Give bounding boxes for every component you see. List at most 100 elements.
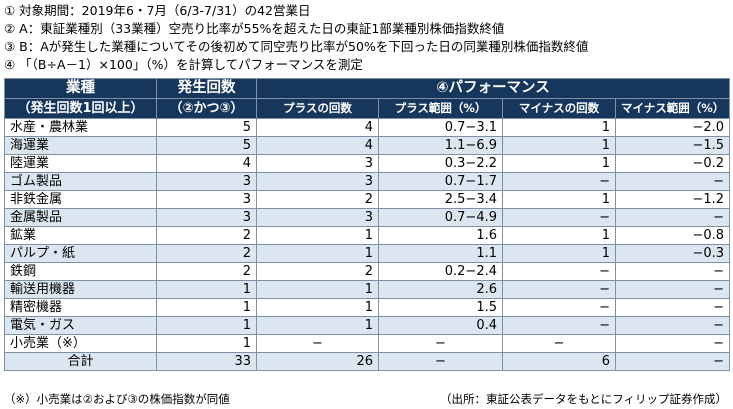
table-row: 輸送用機器 1 1 2.6 − − [4,280,730,299]
minus-range-cell: −1.2 [615,190,730,209]
plus-count-cell: 1 [256,280,379,299]
plus-range-cell: 1.6 [378,226,503,245]
header-industry-sub: （発生回数1回以上） [4,98,157,119]
notes-block: ① 対象期間：2019年6・7月（6/3-7/31）の42営業日 ② A：東証業… [4,2,729,74]
plus-range-cell: 0.3−2.2 [378,154,503,173]
plus-range-cell: 1.5 [378,298,503,317]
plus-range-cell: 1.1−6.9 [378,136,503,155]
industry-cell: 鉄鋼 [4,262,157,281]
count-cell: 5 [156,136,257,155]
industry-cell: 水産・農林業 [4,118,157,137]
plus-count-cell: 2 [256,190,379,209]
note-1: ① 対象期間：2019年6・7月（6/3-7/31）の42営業日 [4,3,311,18]
count-cell: 2 [156,226,257,245]
industry-cell: 輸送用機器 [4,280,157,299]
count-cell: 1 [156,334,257,353]
minus-range-cell: − [615,262,730,281]
minus-count-cell: 1 [502,136,616,155]
industry-cell: 電気・ガス [4,316,157,335]
industry-cell: パルプ・紙 [4,244,157,263]
minus-count-cell: − [502,262,616,281]
minus-range-cell: − [615,316,730,335]
table-row: 小売業（※） 1 − − − − [4,334,730,353]
total-minus-count-cell: 6 [502,352,616,371]
plus-range-cell: 0.7−3.1 [378,118,503,137]
performance-table: 業種 発生回数 ④パフォーマンス （発生回数1回以上） （②かつ③） プラスの回… [4,78,730,371]
industry-cell: 金属製品 [4,208,157,227]
count-cell: 1 [156,280,257,299]
plus-range-cell: 0.4 [378,316,503,335]
footnote: （※）小売業は②および③の株価指数が同値 [4,392,230,406]
minus-count-cell: − [502,298,616,317]
minus-count-cell: − [502,172,616,191]
plus-count-cell: 4 [256,136,379,155]
plus-range-cell: 0.2−2.4 [378,262,503,281]
note-3: ③ B：Aが発生した業種についてその後初めて同空売り比率が50%を下回った日の同… [4,39,589,54]
table-row: 鉄鋼 2 2 0.2−2.4 − − [4,262,730,281]
industry-cell: 非鉄金属 [4,190,157,209]
header-plus-count: プラスの回数 [256,98,379,119]
plus-count-cell: 1 [256,316,379,335]
industry-cell: 小売業（※） [4,334,157,353]
minus-range-cell: − [615,280,730,299]
minus-count-cell: 1 [502,154,616,173]
table-row: 海運業 5 4 1.1−6.9 1 −1.5 [4,136,730,155]
minus-count-cell: − [502,316,616,335]
count-cell: 3 [156,190,257,209]
header-performance: ④パフォーマンス [256,78,730,99]
plus-count-cell: 3 [256,208,379,227]
count-cell: 4 [156,154,257,173]
note-4: ④ 「（B÷A－1）×100」（%）を計算してパフォーマンスを測定 [4,57,363,72]
table-row: 水産・農林業 5 4 0.7−3.1 1 −2.0 [4,118,730,137]
total-plus-count-cell: 26 [256,352,379,371]
note-2: ② A：東証業種別（33業種）空売り比率が55%を超えた日の東証1部業種別株価指… [4,21,505,36]
plus-count-cell: 1 [256,244,379,263]
minus-range-cell: − [615,334,730,353]
plus-count-cell: 3 [256,172,379,191]
minus-count-cell: − [502,334,616,353]
total-minus-range-cell: − [615,352,730,371]
table-row: パルプ・紙 2 1 1.1 1 −0.3 [4,244,730,263]
minus-range-cell: −0.3 [615,244,730,263]
header-count: 発生回数 [156,78,257,99]
plus-range-cell: 0.7−1.7 [378,172,503,191]
minus-range-cell: − [615,298,730,317]
table-row: 非鉄金属 3 2 2.5−3.4 1 −1.2 [4,190,730,209]
header-count-sub: （②かつ③） [156,98,257,119]
minus-range-cell: − [615,172,730,191]
industry-cell: 精密機器 [4,298,157,317]
table-row: 金属製品 3 3 0.7−4.9 − − [4,208,730,227]
plus-count-cell: 1 [256,298,379,317]
minus-count-cell: 1 [502,226,616,245]
minus-count-cell: − [502,208,616,227]
header-plus-range: プラス範囲（%） [378,98,503,119]
industry-cell: 海運業 [4,136,157,155]
total-label: 合計 [4,352,157,371]
plus-count-cell: 4 [256,118,379,137]
count-cell: 5 [156,118,257,137]
table-row: 電気・ガス 1 1 0.4 − − [4,316,730,335]
count-cell: 2 [156,244,257,263]
header-minus-count: マイナスの回数 [502,98,616,119]
minus-range-cell: −0.8 [615,226,730,245]
minus-range-cell: −0.2 [615,154,730,173]
plus-range-cell: 0.7−4.9 [378,208,503,227]
minus-range-cell: −1.5 [615,136,730,155]
minus-count-cell: 1 [502,190,616,209]
header-industry: 業種 [4,78,157,99]
minus-count-cell: 1 [502,118,616,137]
plus-count-cell: − [256,334,379,353]
plus-range-cell: 2.6 [378,280,503,299]
plus-range-cell: 1.1 [378,244,503,263]
table-row: 鉱業 2 1 1.6 1 −0.8 [4,226,730,245]
plus-count-cell: 3 [256,154,379,173]
plus-range-cell: 2.5−3.4 [378,190,503,209]
industry-cell: 鉱業 [4,226,157,245]
total-count-cell: 33 [156,352,257,371]
minus-count-cell: − [502,280,616,299]
industry-cell: 陸運業 [4,154,157,173]
total-row: 合計 33 26 − 6 − [4,352,730,371]
count-cell: 1 [156,298,257,317]
count-cell: 3 [156,208,257,227]
industry-cell: ゴム製品 [4,172,157,191]
